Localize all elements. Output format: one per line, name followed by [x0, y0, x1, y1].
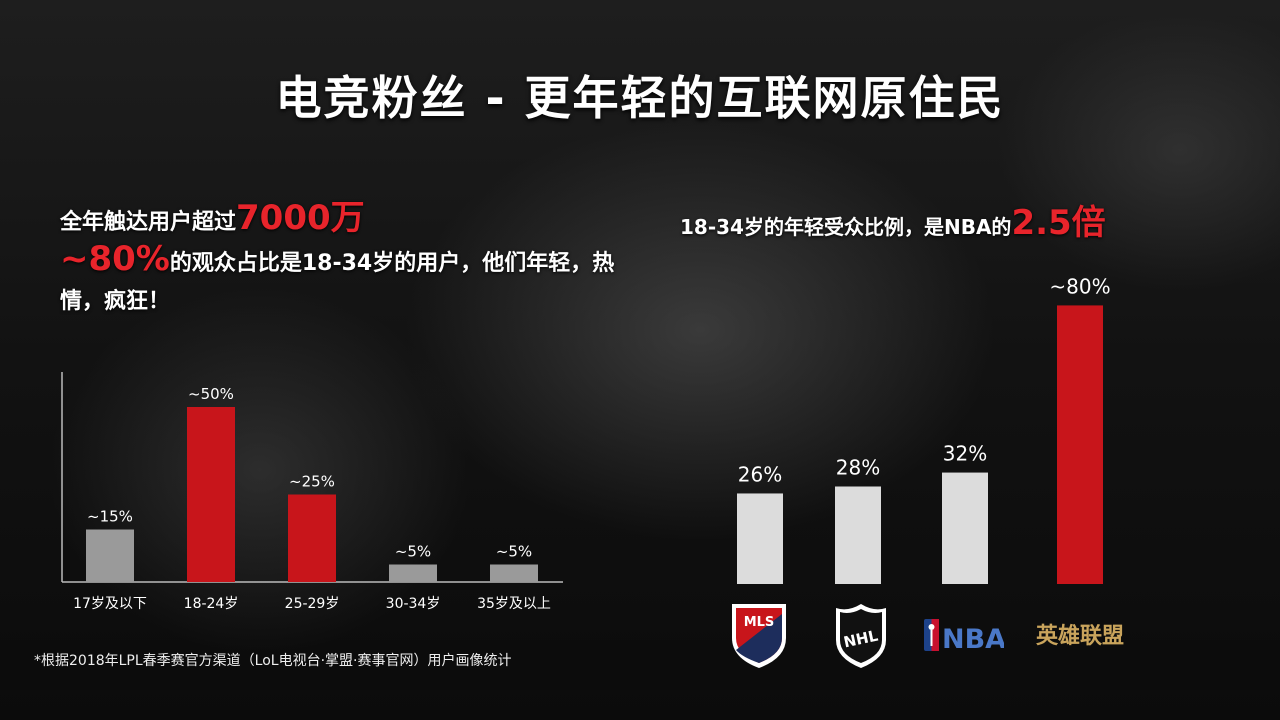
mls-logo: MLS — [728, 600, 790, 670]
bar-MLS — [737, 493, 783, 584]
data-label: 32% — [943, 442, 987, 466]
comparison-statement: 18-34岁的年轻受众比例，是NBA的2.5倍 — [680, 195, 1106, 244]
audience-statement: ~80%的观众占比是18-34岁的用户，他们年轻，热情，疯狂！ — [60, 240, 640, 321]
bar-18-24岁 — [187, 407, 235, 582]
bar-NBA — [942, 472, 988, 584]
tick-label: 35岁及以上 — [477, 596, 551, 612]
audience-rest: 的观众占比是18-34岁的用户，他们年轻，热情，疯狂！ — [60, 251, 615, 314]
bar-NHL — [835, 486, 881, 584]
data-label: ~5% — [395, 543, 431, 561]
bar-30-34岁 — [389, 564, 437, 582]
nba-logo: NBA — [924, 600, 1004, 670]
data-label: ~50% — [188, 385, 234, 403]
reach-highlight: 7000万 — [236, 198, 365, 238]
mls-logo-text: MLS — [744, 615, 775, 630]
data-label: ~80% — [1049, 274, 1110, 298]
bar-英雄联盟 — [1057, 305, 1103, 584]
tick-label: 17岁及以下 — [73, 596, 147, 612]
bar-25-29岁 — [288, 494, 336, 582]
nhl-logo: NHL — [830, 600, 892, 670]
data-label: ~15% — [87, 508, 133, 526]
bar-17岁及以下 — [86, 529, 134, 582]
source-footnote: *根据2018年LPL春季赛官方渠道（LoL电视台·掌盟·赛事官网）用户画像统计 — [34, 653, 512, 669]
data-label: ~5% — [496, 543, 532, 561]
tick-label: 30-34岁 — [386, 596, 441, 612]
data-label: ~25% — [289, 473, 335, 491]
lol-logo: 英雄联盟 — [1028, 600, 1132, 670]
tick-label: 18-24岁 — [184, 596, 239, 612]
data-label: 26% — [738, 462, 782, 486]
comparison-highlight: 2.5倍 — [1011, 203, 1106, 243]
nba-logo-text: NBA — [942, 624, 1004, 655]
tick-label: 25-29岁 — [285, 596, 340, 612]
age-distribution-chart: ~15% 17岁及以下 ~50% 18-24岁 ~25% 25-29岁 ~5% 30-34岁 ~… — [61, 372, 563, 612]
comparison-prefix: 18-34岁的年轻受众比例，是NBA的 — [680, 215, 1012, 239]
reach-prefix: 全年触达用户超过 — [60, 210, 237, 235]
reach-statement: 全年触达用户超过7000万 — [60, 190, 365, 239]
lol-logo-text: 英雄联盟 — [1036, 624, 1124, 649]
slide-title: 电竞粉丝 - 更年轻的互联网原住民 — [275, 71, 1005, 125]
league-comparison-chart: 26% 28% 32% ~80% — [737, 274, 1111, 584]
bar-35岁及以上 — [490, 564, 538, 582]
audience-highlight: ~80% — [60, 239, 170, 279]
data-label: 28% — [836, 455, 880, 479]
